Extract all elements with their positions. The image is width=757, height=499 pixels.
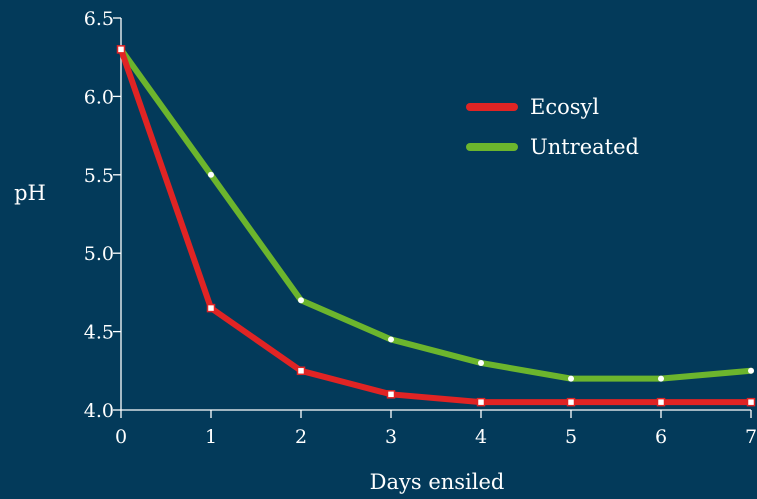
x-tick-label: 7 (745, 426, 757, 448)
chart-ticks: 4.0 4.5 5.0 5.5 6.0 6.5 0 1 2 3 4 5 6 7 (84, 8, 757, 448)
data-point-untreated (208, 171, 214, 178)
series-line-ecosyl (118, 46, 754, 406)
data-point-untreated (568, 375, 574, 382)
x-tick-label: 3 (385, 426, 397, 448)
data-point-ecosyl (566, 397, 576, 407)
data-point-ecosyl (206, 303, 216, 313)
y-tick-label: 5.5 (84, 165, 114, 187)
x-tick-label: 2 (295, 426, 307, 448)
y-tick-label: 5.0 (84, 243, 114, 265)
data-point-untreated (478, 359, 484, 366)
x-tick-label: 0 (115, 426, 127, 448)
chart-series (116, 45, 756, 407)
series-line-untreated (118, 46, 754, 382)
data-point-untreated (298, 297, 304, 304)
data-point-ecosyl (296, 366, 306, 376)
x-tick-label: 6 (655, 426, 667, 448)
data-point-ecosyl (656, 397, 666, 407)
y-tick-label: 4.5 (84, 322, 114, 344)
x-tick-label: 1 (205, 426, 217, 448)
x-axis-title: Days ensiled (370, 470, 505, 494)
legend-label-untreated: Untreated (530, 135, 639, 159)
y-tick-label: 6.5 (84, 8, 114, 30)
data-point-ecosyl (116, 45, 126, 54)
legend-label-ecosyl: Ecosyl (530, 95, 599, 119)
data-point-untreated (658, 375, 664, 382)
chart-axes (120, 18, 751, 411)
y-tick-label: 4.0 (84, 400, 114, 422)
data-point-ecosyl (476, 397, 486, 407)
data-point-untreated (388, 336, 394, 343)
data-point-ecosyl (386, 390, 396, 399)
x-tick-label: 4 (475, 426, 487, 448)
chart-legend: Ecosyl Untreated (466, 95, 639, 159)
data-point-untreated (748, 367, 754, 374)
y-tick-label: 6.0 (84, 86, 114, 108)
y-axis-title: pH (14, 181, 46, 205)
data-point-ecosyl (746, 397, 756, 407)
x-tick-label: 5 (565, 426, 577, 448)
